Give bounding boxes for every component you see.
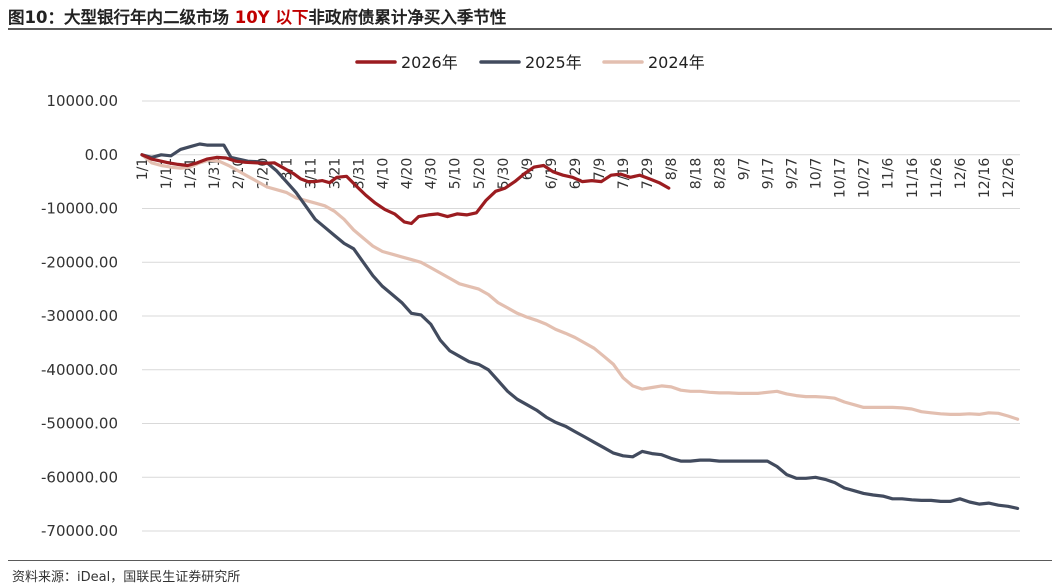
- x-tick-label: 3/21: [327, 158, 343, 189]
- y-tick-label: -30000.00: [41, 307, 118, 325]
- legend-label-2024年: 2024年: [648, 53, 705, 72]
- legend-label-2025年: 2025年: [525, 53, 582, 72]
- line-chart: 2026年 2025年 2024年 10000.00 0.00 -10000.00 -20…: [41, 53, 1020, 540]
- x-tick-label: 7/19: [616, 158, 632, 189]
- x-tick-label: 4/20: [400, 158, 416, 189]
- x-tick-label: 5/10: [448, 158, 464, 189]
- x-tick-label: 12/26: [1001, 158, 1017, 198]
- chart-series: [140, 142, 1020, 510]
- x-tick-label: 9/17: [760, 158, 776, 189]
- chart-title-highlight: 10Y 以下: [234, 8, 309, 27]
- x-tick-label: 6/19: [544, 158, 560, 189]
- x-tick-label: 1/1: [135, 158, 151, 181]
- series-line-2026年: [140, 153, 671, 226]
- x-tick-label: 8/28: [712, 158, 728, 189]
- y-tick-label: -10000.00: [41, 200, 118, 218]
- chart-title-suffix: 非政府债累计净买入季节性: [308, 8, 507, 27]
- x-tick-label: 11/26: [929, 158, 945, 198]
- x-tick-label: 3/31: [351, 158, 367, 189]
- chart-title: 图10：大型银行年内二级市场 10Y 以下非政府债累计净买入季节性: [8, 4, 506, 28]
- y-axis: 10000.00 0.00 -10000.00 -20000.00 -30000.00 -…: [41, 92, 118, 540]
- x-tick-label: 4/10: [376, 158, 392, 189]
- y-tick-label: -50000.00: [41, 415, 118, 433]
- x-tick-label: 12/6: [953, 158, 969, 190]
- x-tick-label: 11/6: [881, 158, 897, 190]
- y-tick-label: -70000.00: [41, 522, 118, 540]
- x-tick-label: 1/31: [207, 158, 223, 189]
- x-tick-label: 5/30: [496, 158, 512, 189]
- x-tick-label: 7/9: [592, 158, 608, 181]
- legend-label-2026年: 2026年: [401, 53, 458, 72]
- x-tick-label: 11/16: [905, 158, 921, 198]
- x-tick-label: 9/7: [736, 158, 752, 181]
- x-tick-label: 3/11: [303, 158, 319, 189]
- x-tick-label: 4/30: [424, 158, 440, 189]
- x-tick-label: 12/16: [977, 158, 993, 198]
- x-axis: 1/1 1/11 1/21 1/31 2/10 2/20 3/1 3/11 3/21 3/31 4/…: [135, 158, 1017, 198]
- x-tick-label: 10/17: [833, 158, 849, 198]
- y-tick-label: -20000.00: [41, 253, 118, 271]
- x-tick-label: 9/27: [784, 158, 800, 189]
- chart-gridlines: [142, 100, 1020, 532]
- source-divider: [8, 560, 1052, 561]
- series-line-2024年: [140, 153, 1020, 421]
- y-tick-label: 0.00: [85, 146, 118, 164]
- y-tick-label: -60000.00: [41, 468, 118, 486]
- x-tick-label: 8/8: [664, 158, 680, 181]
- x-tick-label: 2/10: [231, 158, 247, 189]
- y-tick-label: -40000.00: [41, 361, 118, 379]
- y-tick-label: 10000.00: [46, 92, 118, 110]
- title-divider: [8, 28, 1052, 30]
- chart-legend: 2026年 2025年 2024年: [355, 53, 705, 72]
- chart-title-prefix: 图10：大型银行年内二级市场: [8, 8, 235, 27]
- source-note: 资料来源：iDeal，国联民生证券研究所: [12, 570, 241, 585]
- x-tick-label: 5/20: [472, 158, 488, 189]
- x-tick-label: 10/7: [809, 158, 825, 189]
- series-line-2025年: [140, 142, 1020, 510]
- x-tick-label: 10/27: [857, 158, 873, 198]
- x-tick-label: 8/18: [688, 158, 704, 189]
- x-tick-label: 6/29: [568, 158, 584, 189]
- x-tick-label: 7/29: [640, 158, 656, 189]
